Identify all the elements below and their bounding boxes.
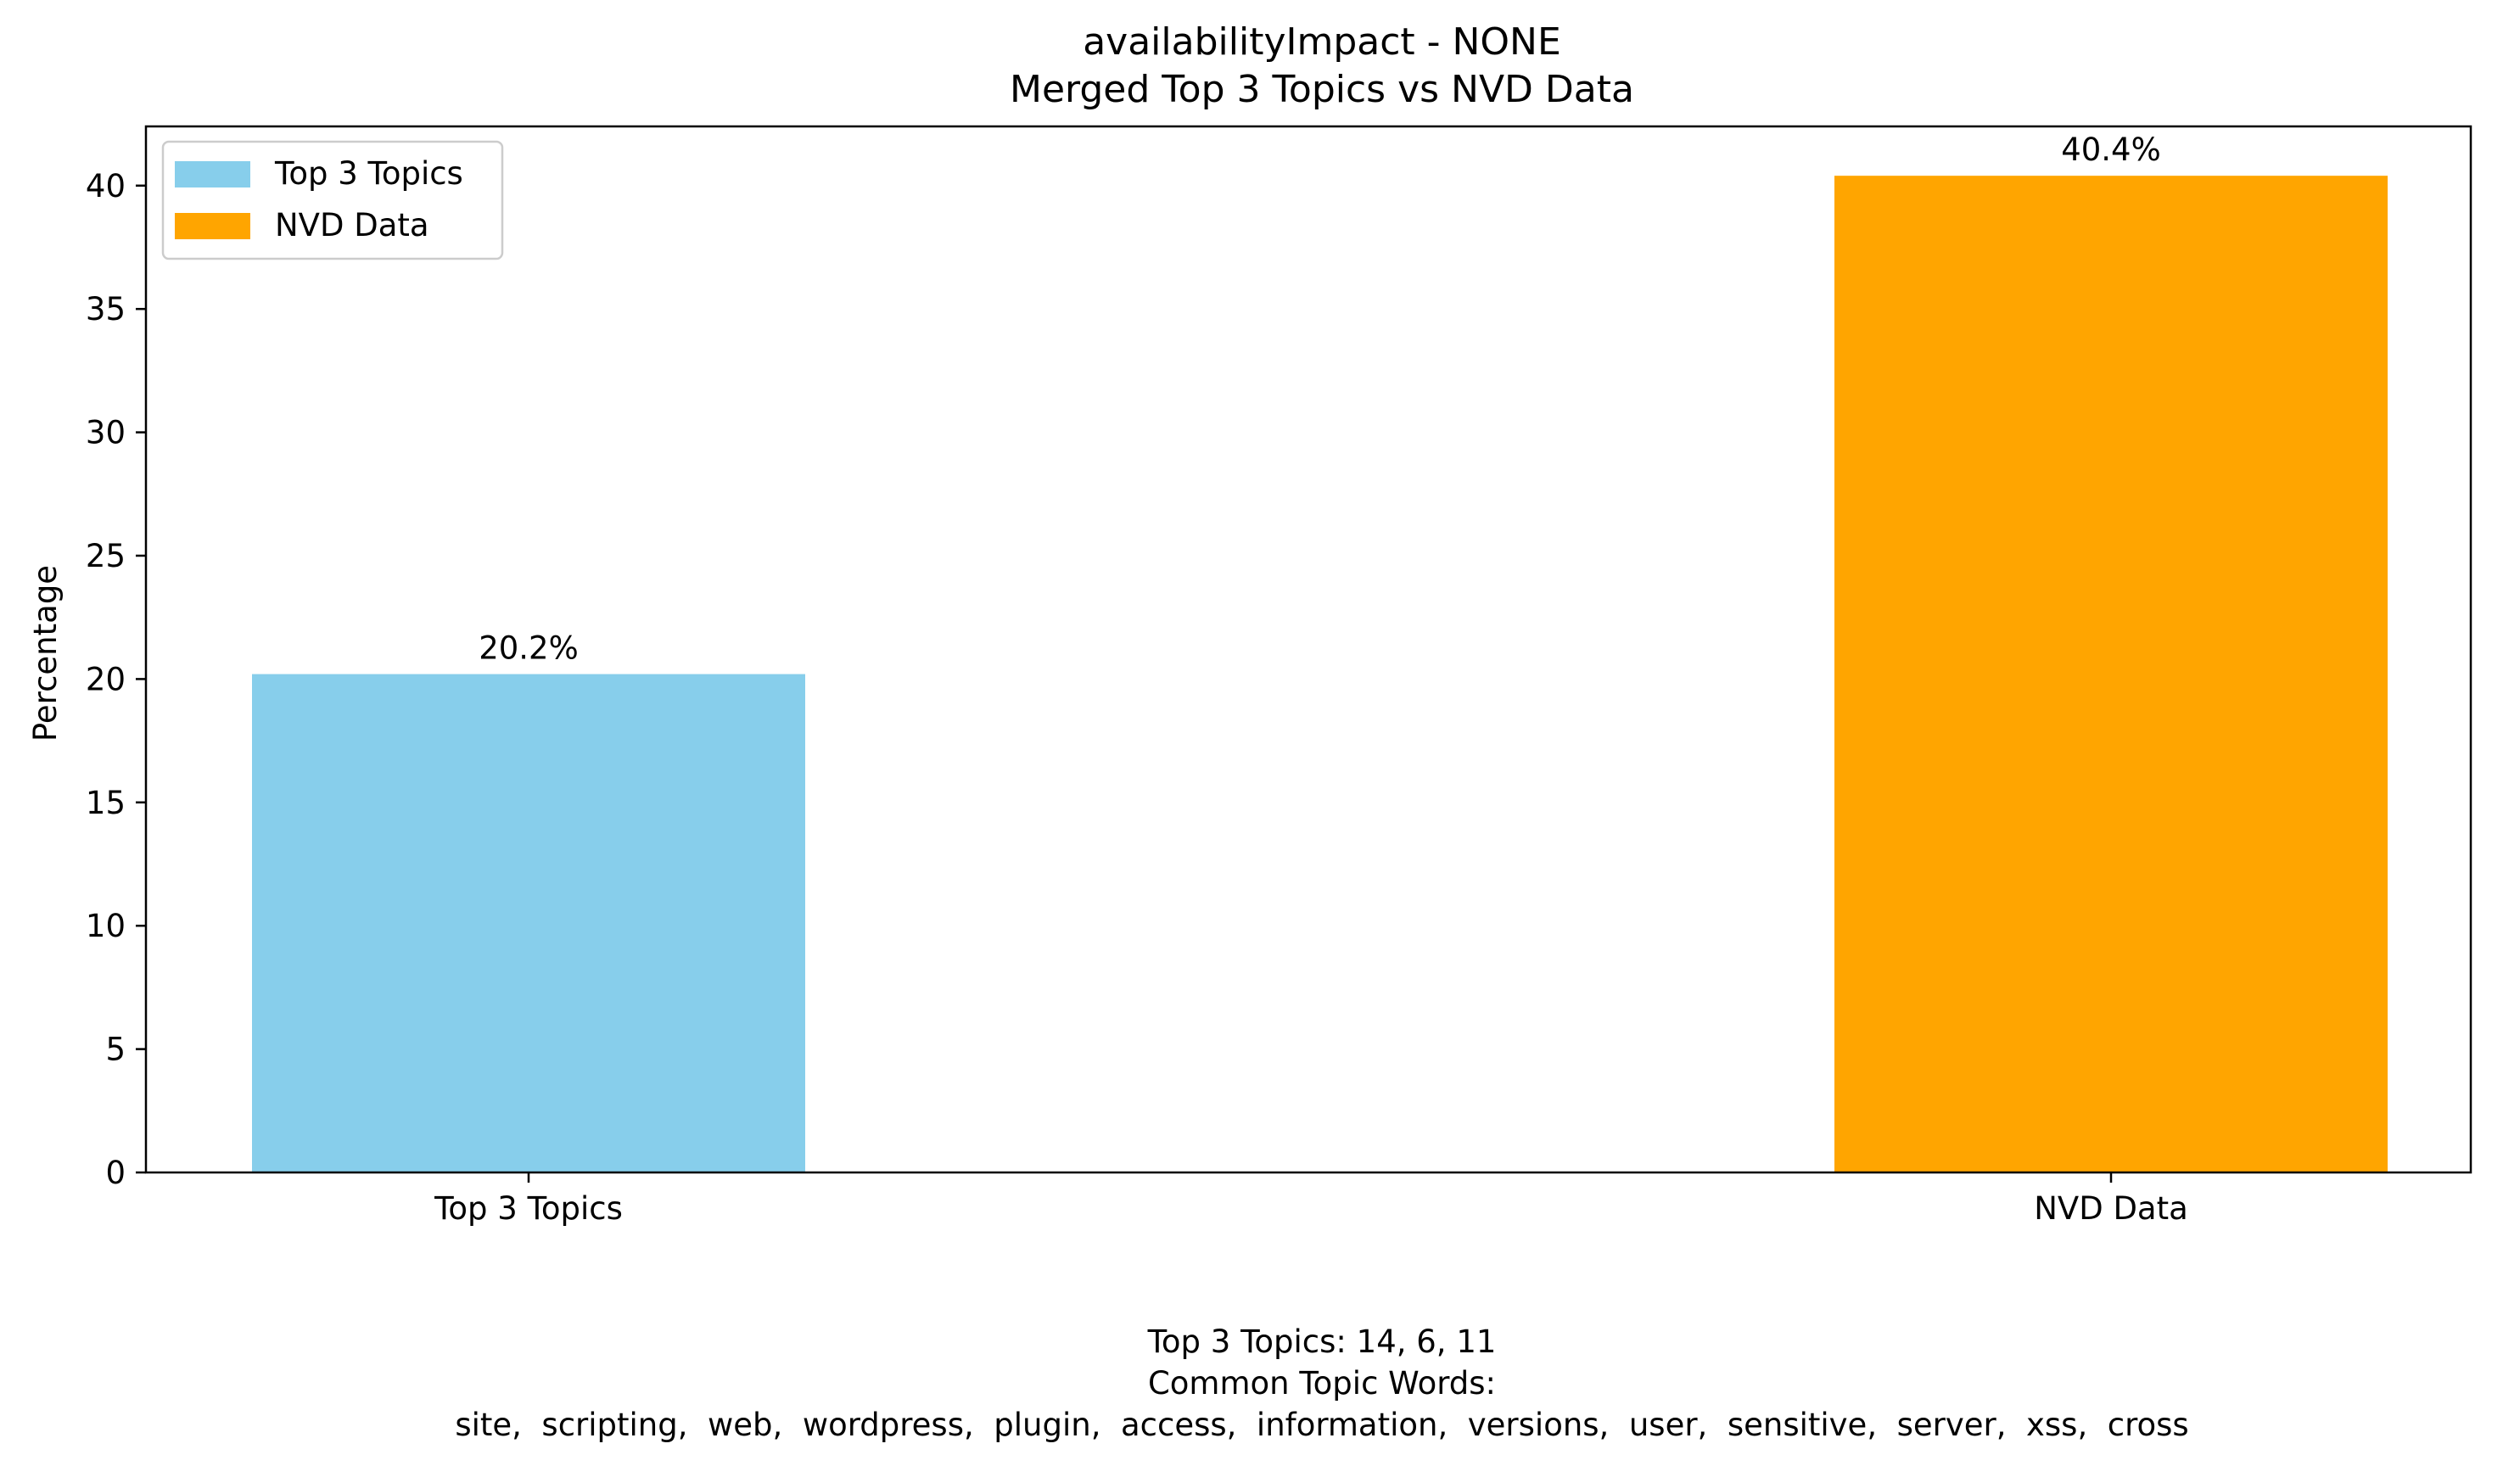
y-tick-label: 5 [105, 1032, 126, 1068]
bar-nvd-data [1834, 176, 2388, 1172]
bar-value-label: 40.4% [2061, 131, 2161, 168]
x-tick-label: NVD Data [2034, 1190, 2188, 1227]
y-tick-label: 40 [86, 168, 126, 204]
legend-label-top3: Top 3 Topics [274, 155, 463, 192]
plot-frame [144, 125, 2472, 1174]
caption-common-words-label: Common Topic Words: [1148, 1365, 1496, 1402]
legend-swatch-nvd [175, 213, 250, 239]
y-axis-label: Percentage [27, 565, 64, 741]
y-tick-label: 0 [105, 1155, 126, 1191]
x-tick-label: Top 3 Topics [434, 1190, 623, 1227]
legend: Top 3 Topics NVD Data [161, 140, 504, 260]
y-tick-label: 20 [86, 661, 126, 697]
chart-title: availabilityImpact - NONE [1083, 20, 1561, 64]
bar-value-label: 20.2% [479, 630, 579, 667]
bar-top3-topics [252, 674, 805, 1172]
y-tick-label: 35 [86, 291, 126, 327]
chart-subtitle: Merged Top 3 Topics vs NVD Data [1010, 68, 1634, 111]
legend-swatch-top3 [175, 161, 250, 187]
bars-layer: 20.2% 40.4% [252, 131, 2388, 1172]
y-tick-label: 25 [86, 538, 126, 574]
axes-layer: 0 5 10 15 20 25 30 35 40 Top 3 Topics NVD Data [86, 125, 2472, 1227]
caption-common-words: site, scripting, web, wordpress, plugin,… [455, 1407, 2188, 1443]
y-tick-label: 15 [86, 785, 126, 821]
caption-topics: Top 3 Topics: 14, 6, 11 [1147, 1323, 1497, 1360]
y-tick-label: 10 [86, 908, 126, 944]
legend-label-nvd: NVD Data [275, 207, 429, 243]
y-tick-label: 30 [86, 415, 126, 451]
